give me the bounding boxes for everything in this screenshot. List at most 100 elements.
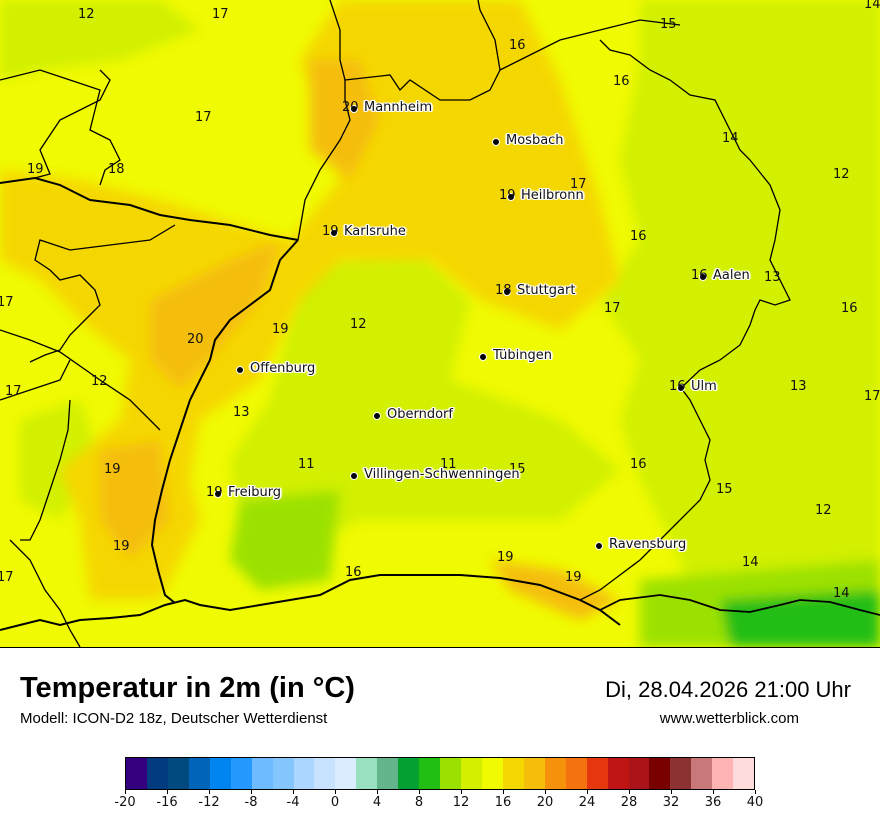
temperature-value: 17: [212, 7, 229, 22]
temperature-value: 17: [195, 110, 212, 125]
colorbar-bin: [649, 758, 671, 789]
city-temperature-value: 19: [499, 188, 516, 203]
colorbar-tick-label: -8: [244, 795, 258, 810]
colorbar-tick-label: 0: [330, 795, 340, 810]
colorbar-tick-label: -16: [156, 795, 178, 810]
temperature-value: 17: [604, 301, 621, 316]
website-link[interactable]: www.wetterblick.com: [659, 710, 799, 727]
colorbar-tick-label: -12: [198, 795, 220, 810]
colorbar-tick-mark: [251, 790, 252, 794]
temperature-value: 13: [790, 379, 807, 394]
colorbar-bin: [461, 758, 482, 789]
city-dot-icon: [330, 229, 338, 237]
colorbar-bin: [126, 758, 147, 789]
city-temperature-value: 19: [206, 485, 223, 500]
temperature-value: 11: [440, 457, 457, 472]
temperature-value: 11: [298, 457, 315, 472]
colorbar-bin: [481, 758, 503, 789]
city-label: Stuttgart: [517, 283, 576, 298]
colorbar-tick-label: 32: [662, 795, 680, 810]
temperature-value: 15: [509, 462, 526, 477]
city-label: Mannheim: [364, 100, 433, 115]
temperature-value: 19: [113, 539, 130, 554]
colorbar-bin: [523, 758, 545, 789]
city-label: Ulm: [691, 379, 717, 394]
city-dot-icon: [479, 353, 487, 361]
temperature-value: 16: [345, 565, 362, 580]
colorbar-tick-mark: [713, 790, 714, 794]
city-temperature-value: 19: [322, 224, 339, 239]
colorbar-bin: [251, 758, 273, 789]
colorbar-bin: [356, 758, 378, 789]
city-dot-icon: [373, 412, 381, 420]
colorbar-bin: [230, 758, 252, 789]
temperature-value: 14: [833, 586, 850, 601]
colorbar-tick-label: 16: [494, 795, 512, 810]
colorbar-tick-mark: [587, 790, 588, 794]
colorbar: [125, 757, 755, 790]
colorbar-bin: [607, 758, 629, 789]
colorbar-bin: [502, 758, 524, 789]
colorbar-tick-mark: [419, 790, 420, 794]
colorbar-tick-mark: [167, 790, 168, 794]
city-dot-icon: [350, 472, 358, 480]
forecast-datetime: Di, 28.04.2026 21:00 Uhr: [605, 677, 851, 702]
colorbar-tick-mark: [755, 790, 756, 794]
colorbar-bin: [628, 758, 650, 789]
city-temperature-value: 16: [691, 268, 708, 283]
temperature-value: 12: [91, 374, 108, 389]
colorbar-tick-label: -4: [286, 795, 300, 810]
temperature-value: 14: [722, 131, 739, 146]
model-source: Modell: ICON-D2 18z, Deutscher Wetterdie…: [20, 710, 328, 727]
temperature-value: 14: [864, 0, 880, 12]
temperature-value: 12: [833, 167, 850, 182]
temperature-value: 13: [764, 270, 781, 285]
temperature-value: 18: [108, 162, 125, 177]
city-dot-icon: [699, 273, 707, 281]
colorbar-bin: [209, 758, 231, 789]
city-dot-icon: [677, 384, 685, 392]
colorbar-tick-label: 40: [746, 795, 764, 810]
city-label: Mosbach: [506, 133, 564, 148]
colorbar-bin: [440, 758, 461, 789]
city-temperature-value: 20: [342, 100, 359, 115]
city-label: Heilbronn: [521, 188, 584, 203]
temperature-value: 20: [187, 332, 204, 347]
colorbar-bin: [733, 758, 755, 789]
map-title: Temperatur in 2m (in °C): [20, 672, 355, 704]
city-dot-icon: [214, 490, 222, 498]
temperature-value: 17: [5, 384, 22, 399]
colorbar-bin: [691, 758, 713, 789]
temperature-value: 12: [78, 7, 95, 22]
city-label: Aalen: [713, 268, 750, 283]
colorbar-bin: [419, 758, 441, 789]
colorbar-tick-mark: [629, 790, 630, 794]
colorbar-ticks: -20 -16 -12 -8 -4 0 4 8 12 16 20 24 28 32 36 40: [114, 790, 763, 820]
temperature-value: 17: [864, 389, 880, 404]
temperature-value: 17: [0, 295, 14, 310]
temperature-value: 19: [565, 570, 582, 585]
colorbar-bin: [586, 758, 608, 789]
colorbar-tick-label: 12: [452, 795, 470, 810]
colorbar-tick-label: 20: [536, 795, 554, 810]
temperature-value: 15: [716, 482, 733, 497]
colorbar-bin: [293, 758, 315, 789]
colorbar-tick-mark: [503, 790, 504, 794]
temperature-value: 15: [660, 17, 677, 32]
city-dot-icon: [503, 288, 511, 296]
city-dot-icon: [236, 366, 244, 374]
temperature-value: 19: [27, 162, 44, 177]
colorbar-bin: [335, 758, 357, 789]
city-label: Villingen-Schwenningen: [364, 467, 520, 482]
colorbar-tick-mark: [209, 790, 210, 794]
colorbar-bin: [167, 758, 189, 789]
colorbar-tick-mark: [377, 790, 378, 794]
city-temperature-value: 16: [669, 379, 686, 394]
city-dot-icon: [350, 105, 358, 113]
temperature-value: 16: [630, 229, 647, 244]
colorbar-bin: [398, 758, 420, 789]
temperature-value: 16: [613, 74, 630, 89]
colorbar-bin: [377, 758, 399, 789]
city-temperature-value: 18: [495, 283, 512, 298]
city-dot-icon: [507, 193, 515, 201]
